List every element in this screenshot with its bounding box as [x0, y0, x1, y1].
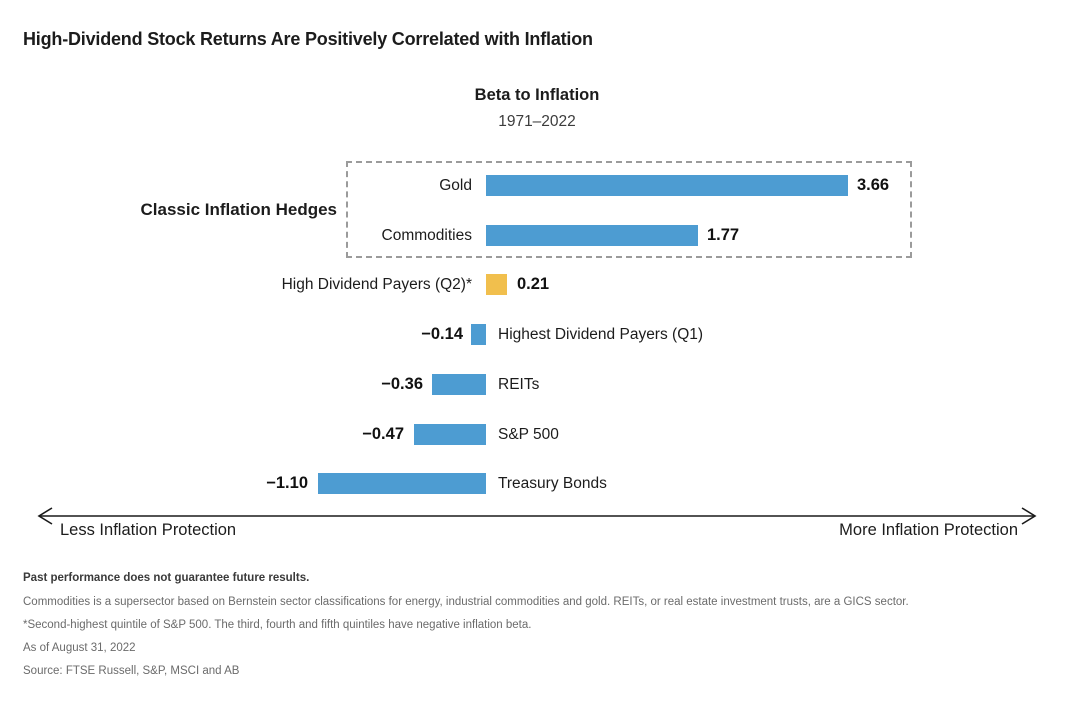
bar-value-high-dividend-q2: 0.21 — [517, 275, 550, 293]
bar-treasury-bonds — [318, 473, 486, 494]
bar-label-treasury-bonds: Treasury Bonds — [498, 475, 607, 492]
classic-hedges-group-label: Classic Inflation Hedges — [140, 200, 338, 219]
bar-label-reits: REITs — [498, 376, 540, 393]
bar-label-highest-dividend-q1: Highest Dividend Payers (Q1) — [498, 326, 704, 343]
bar-reits — [432, 374, 486, 395]
footnote-past-performance: Past performance does not guarantee futu… — [23, 572, 310, 584]
bar-label-high-dividend-q2: High Dividend Payers (Q2)* — [281, 276, 472, 293]
page-title: High-Dividend Stock Returns Are Positive… — [23, 29, 593, 49]
axis-label-more-protection: More Inflation Protection — [839, 521, 1018, 539]
bar-value-gold: 3.66 — [857, 176, 890, 194]
bar-commodities — [486, 225, 698, 246]
classic-hedges-group-box — [346, 161, 912, 258]
footnote-source: Source: FTSE Russell, S&P, MSCI and AB — [23, 665, 240, 677]
bar-value-highest-dividend-q1: −0.14 — [421, 325, 463, 343]
bar-highest-dividend-q1 — [471, 324, 486, 345]
bar-value-reits: −0.36 — [381, 375, 423, 393]
bar-high-dividend-q2 — [486, 274, 507, 295]
bar-value-sp500: −0.47 — [362, 425, 404, 443]
bar-label-commodities: Commodities — [381, 227, 472, 244]
footnote-commodities-definition: Commodities is a supersector based on Be… — [23, 596, 909, 608]
footnote-quintile-note: *Second-highest quintile of S&P 500. The… — [23, 619, 532, 631]
bar-value-treasury-bonds: −1.10 — [266, 474, 308, 492]
bar-value-commodities: 1.77 — [707, 226, 740, 244]
protection-axis-arrow — [37, 507, 1037, 525]
chart-subtitle: 1971–2022 — [498, 113, 576, 130]
chart-title: Beta to Inflation — [474, 86, 600, 104]
bar-label-gold: Gold — [439, 177, 472, 194]
axis-label-less-protection: Less Inflation Protection — [60, 521, 237, 539]
bar-sp500 — [414, 424, 486, 445]
bar-label-sp500: S&P 500 — [498, 426, 559, 443]
footnote-as-of-date: As of August 31, 2022 — [23, 642, 136, 654]
bar-gold — [486, 175, 848, 196]
